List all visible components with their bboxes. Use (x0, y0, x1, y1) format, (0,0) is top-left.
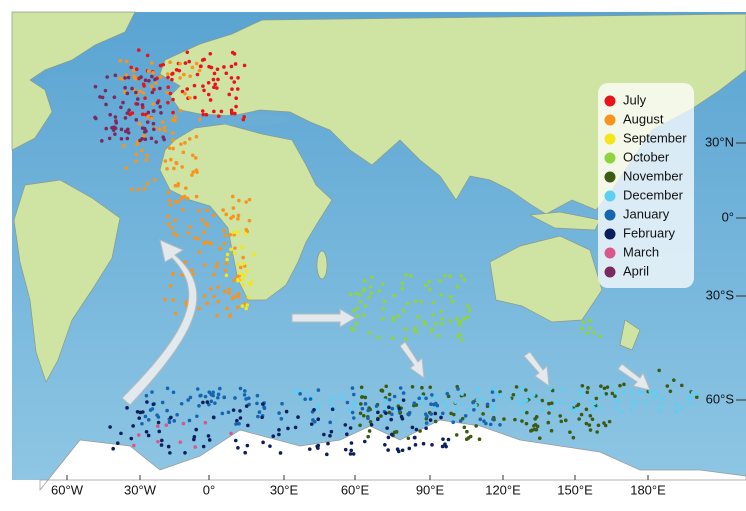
legend-label: March (623, 244, 659, 259)
legend-box (598, 83, 694, 288)
tracks (93, 48, 699, 457)
legend-swatch (604, 171, 616, 183)
lat-label: 0° (722, 209, 734, 224)
arrows (121, 239, 651, 406)
legend-swatch (604, 247, 616, 259)
legend-swatch (604, 95, 616, 107)
legend-label: December (623, 187, 684, 202)
lon-label: 60°E (341, 482, 370, 497)
legend: July August September October November Decemb… (604, 92, 687, 278)
legend-label: October (623, 149, 670, 164)
legend-swatch (604, 190, 616, 202)
legend-swatch (604, 228, 616, 240)
lon-label: 120°E (485, 482, 521, 497)
lon-label: 180°E (630, 482, 666, 497)
lon-label: 150°E (557, 482, 593, 497)
lon-label: 30°E (270, 482, 299, 497)
legend-swatch (604, 152, 616, 164)
legend-label: September (623, 130, 687, 145)
legend-swatch (604, 133, 616, 145)
lat-label: 60°S (706, 391, 735, 406)
lon-label: 0° (203, 482, 215, 497)
legend-swatch (604, 266, 616, 278)
lat-label: 30°S (706, 287, 735, 302)
legend-label: February (623, 225, 676, 240)
legend-swatch (604, 114, 616, 126)
lat-label: 30°N (705, 134, 734, 149)
graticule-labels: 60°W 30°W 0° 30°E 60°E 90°E 120°E 150°E 180°E 30°… (51, 134, 746, 497)
lon-label: 60°W (51, 482, 84, 497)
legend-label: August (623, 111, 664, 126)
legend-label: January (623, 206, 670, 221)
legend-label: November (623, 168, 684, 183)
legend-label: April (623, 263, 649, 278)
lon-label: 90°E (416, 482, 445, 497)
legend-label: July (623, 92, 647, 107)
legend-swatch (604, 209, 616, 221)
lon-label: 30°W (124, 482, 157, 497)
